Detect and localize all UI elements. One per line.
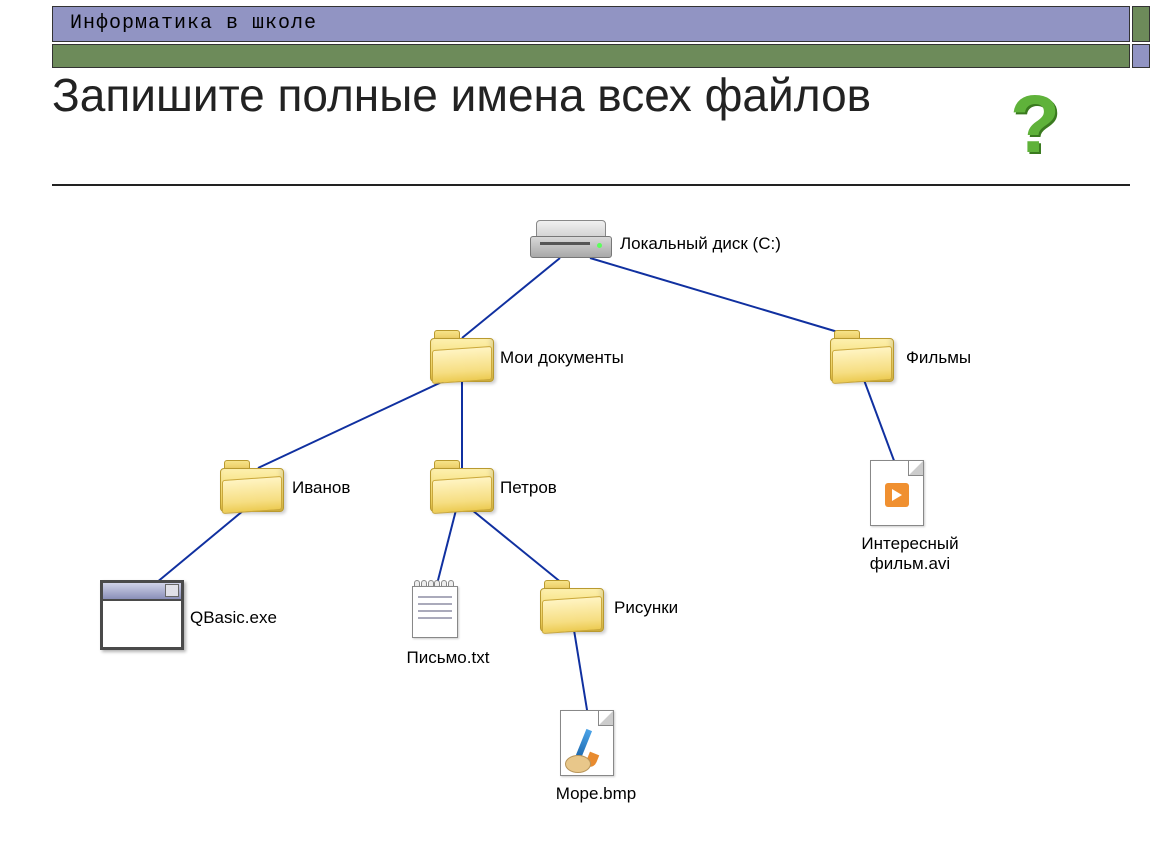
node-label-petrov: Петров [500, 478, 557, 498]
node-risunki [540, 580, 602, 630]
node-label-more: Море.bmp [546, 784, 646, 804]
node-label-qbasic: QBasic.exe [190, 608, 277, 628]
node-film [870, 460, 924, 526]
avi-icon [870, 460, 924, 526]
node-letter [410, 580, 458, 636]
folder-icon [540, 580, 602, 630]
disk-icon [530, 220, 610, 258]
header-accent-bar [52, 44, 1130, 68]
page-title: Запишите полные имена всех файлов [52, 70, 871, 122]
node-label-risunki: Рисунки [614, 598, 678, 618]
node-label-ivanov: Иванов [292, 478, 350, 498]
node-label-letter: Письмо.txt [398, 648, 498, 668]
question-mark-icon: ? [1010, 78, 1060, 172]
header-text: Информатика в школе [70, 12, 317, 35]
node-films [830, 330, 892, 380]
folder-icon [220, 460, 282, 510]
node-more [560, 710, 614, 776]
title-underline [52, 184, 1130, 186]
node-label-docs: Мои документы [500, 348, 624, 368]
folder-icon [830, 330, 892, 380]
node-docs [430, 330, 492, 380]
node-label-root: Локальный диск (C:) [620, 234, 781, 254]
node-ivanov [220, 460, 282, 510]
node-qbasic [100, 580, 184, 650]
bmp-icon [560, 710, 614, 776]
node-label-film: Интересный фильм.avi [840, 534, 980, 574]
file-tree-diagram: Локальный диск (C:) Мои документы Фильмы Ив… [0, 200, 1150, 864]
node-root [530, 220, 610, 258]
node-label-films: Фильмы [906, 348, 971, 368]
node-petrov [430, 460, 492, 510]
folder-icon [430, 330, 492, 380]
exe-icon [100, 580, 184, 650]
folder-icon [430, 460, 492, 510]
header-side-block-top [1132, 6, 1150, 42]
txt-icon [410, 580, 458, 636]
header-side-block-bottom [1132, 44, 1150, 68]
